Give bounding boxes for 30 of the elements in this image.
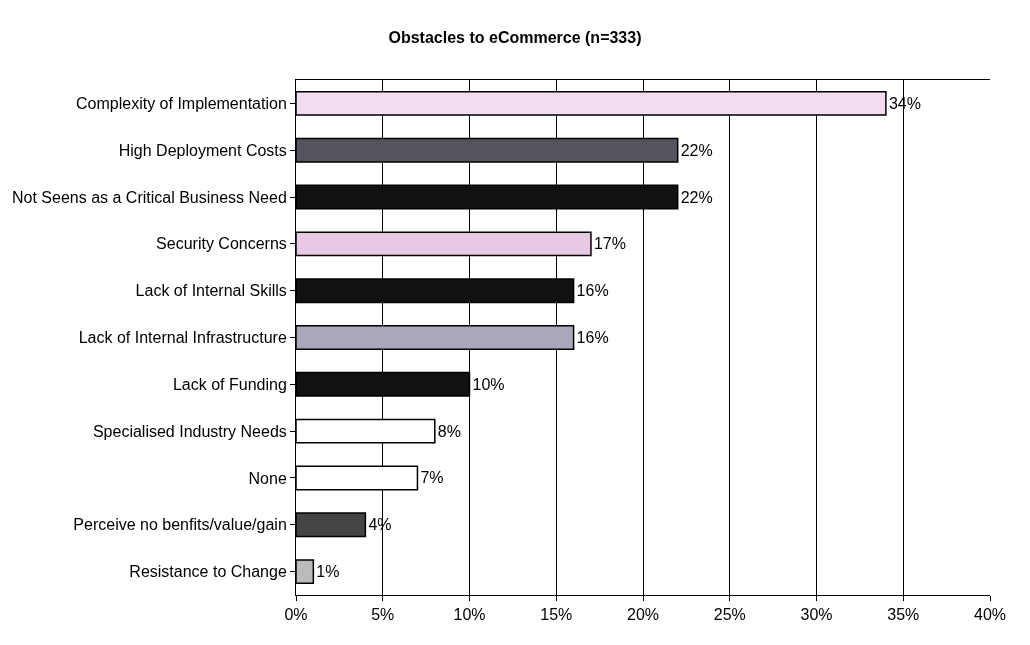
data-label: 10% — [472, 375, 505, 393]
y-tick-label: Lack of Funding — [172, 375, 287, 393]
y-tick-label: Lack of Internal Infrastructure — [78, 329, 287, 347]
data-label: 7% — [420, 469, 444, 487]
data-label: 1% — [316, 563, 340, 581]
y-tick-label: Resistance to Change — [129, 563, 287, 581]
data-label: 17% — [593, 235, 626, 253]
y-tick-label: Security Concerns — [156, 235, 287, 253]
y-tick-label: None — [248, 469, 287, 487]
data-label: 22% — [680, 141, 713, 159]
x-tick-label: 0% — [284, 606, 308, 624]
y-tick-label: Complexity of Implementation — [76, 95, 287, 113]
data-label: 8% — [437, 422, 461, 440]
x-tick-label: 5% — [371, 606, 395, 624]
y-tick-label: Specialised Industry Needs — [92, 422, 287, 440]
x-tick-label: 20% — [626, 606, 660, 624]
x-tick-label: 30% — [800, 606, 833, 624]
chart-title: Obstacles to eCommerce (n=333) — [388, 29, 642, 47]
y-tick-label: Lack of Internal Skills — [135, 282, 287, 300]
data-label: 16% — [576, 329, 609, 346]
y-tick-label: High Deployment Costs — [118, 141, 287, 159]
y-tick-label: Perceive no benfits/value/gain — [73, 516, 287, 534]
x-tick-label: 40% — [973, 606, 1007, 624]
x-tick-label: 35% — [887, 606, 920, 624]
y-tick-label: Not Seens as a Critical Business Need — [12, 188, 287, 206]
x-tick-label: 10% — [453, 606, 486, 624]
data-label: 22% — [680, 188, 713, 206]
x-tick-label: 25% — [713, 606, 746, 624]
data-label: 16% — [576, 282, 609, 300]
x-tick-label: 15% — [540, 606, 573, 624]
